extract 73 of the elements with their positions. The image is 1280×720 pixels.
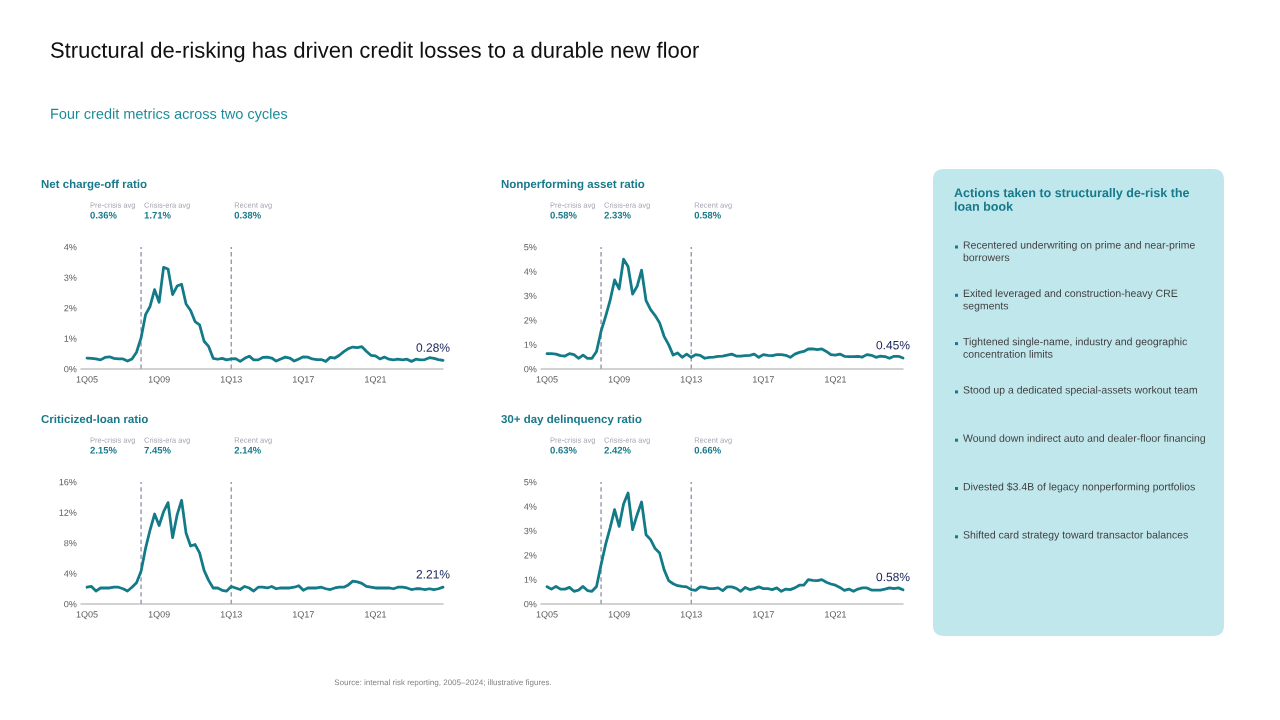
y-tick-label: 3% xyxy=(524,527,537,535)
x-tick-label: 1Q21 xyxy=(365,376,387,385)
source-note: Source: internal risk reporting, 2005–2024; illustrative figures. xyxy=(334,679,551,687)
x-tick-label: 1Q17 xyxy=(753,611,774,620)
x-tick-label: 1Q17 xyxy=(293,611,314,620)
chart-title: Nonperforming asset ratio xyxy=(501,179,645,191)
x-tick-label: 1Q09 xyxy=(608,611,630,620)
x-tick-label: 1Q13 xyxy=(220,376,242,385)
text: Tightened single-name, industry and geographic concentration limits xyxy=(963,337,1188,358)
text: 2.15% xyxy=(90,446,117,454)
text: 7.45% xyxy=(144,446,171,454)
y-tick-label: 5% xyxy=(524,244,537,251)
x-tick-label: 1Q13 xyxy=(220,611,242,620)
y-tick-label: 4% xyxy=(524,268,537,275)
chart-title: 30+ day delinquency ratio xyxy=(501,414,642,426)
text: 0.38% xyxy=(234,211,261,219)
text: Stood up a dedicated special-assets workout team xyxy=(963,385,1197,396)
y-tick-label: 0% xyxy=(64,365,77,373)
y-tick-label: 0% xyxy=(524,365,537,373)
y-tick-label: 2% xyxy=(524,552,537,559)
y-tick-label: 16% xyxy=(59,478,77,486)
x-tick-label: 1Q09 xyxy=(608,376,630,385)
x-tick-label: 1Q05 xyxy=(76,611,98,620)
text: Wound down indirect auto and dealer-floor financing xyxy=(963,434,1205,444)
text: 2.14% xyxy=(234,446,261,454)
y-tick-label: 4% xyxy=(64,244,77,251)
chart-title: Criticized-loan ratio xyxy=(41,414,148,424)
y-tick-label: 3% xyxy=(524,292,537,300)
y-tick-label: 1% xyxy=(524,341,537,348)
y-tick-label: 0% xyxy=(524,600,537,608)
x-tick-label: 1Q05 xyxy=(536,611,558,620)
x-tick-label: 1Q09 xyxy=(148,611,170,620)
y-tick-label: 1% xyxy=(64,335,77,342)
x-tick-label: 1Q17 xyxy=(753,376,774,385)
y-tick-label: 0% xyxy=(64,600,77,608)
text: Shifted card strategy toward transactor balances xyxy=(963,530,1188,541)
text: Actions taken to structurally de-risk the loan book xyxy=(954,188,1190,211)
text: Divested $3.4B of legacy nonperforming portfolios xyxy=(963,482,1195,493)
x-tick-label: 1Q21 xyxy=(825,611,847,620)
x-tick-label: 1Q05 xyxy=(76,376,98,385)
x-tick-label: 1Q21 xyxy=(825,376,847,385)
text: 0.36% xyxy=(90,211,117,219)
text: Structural de-risking has driven credit losses to a durable new floor xyxy=(51,41,699,63)
y-tick-label: 12% xyxy=(59,509,77,516)
x-tick-label: 1Q21 xyxy=(365,611,387,620)
y-tick-label: 1% xyxy=(524,576,537,583)
x-tick-label: 1Q09 xyxy=(148,376,170,385)
text: Recentered underwriting on prime and near-prime borrowers xyxy=(963,241,1195,262)
text: 1.71% xyxy=(144,211,171,219)
x-tick-label: 1Q13 xyxy=(680,376,702,385)
x-tick-label: 1Q17 xyxy=(293,376,314,385)
text: Four credit metrics across two cycles xyxy=(51,108,288,122)
text: 0.63% xyxy=(550,446,577,454)
annotation: 2.21% xyxy=(416,570,450,579)
text: 2.33% xyxy=(604,211,631,219)
annotation: 0.45% xyxy=(876,340,910,350)
chart-title: Net charge-off ratio xyxy=(41,179,147,191)
y-tick-label: 2% xyxy=(64,304,77,312)
text: 0.58% xyxy=(550,211,577,219)
annotation: 0.58% xyxy=(876,572,910,582)
text: Exited leveraged and construction-heavy CRE segments xyxy=(963,289,1178,312)
y-tick-label: 4% xyxy=(64,570,77,577)
x-tick-label: 1Q05 xyxy=(536,376,558,385)
text: 0.58% xyxy=(694,211,721,219)
text: 0.66% xyxy=(694,446,721,454)
y-tick-label: 2% xyxy=(524,317,537,324)
y-tick-label: 4% xyxy=(524,503,537,510)
y-tick-label: 5% xyxy=(524,479,537,486)
y-tick-label: 8% xyxy=(64,539,77,547)
annotation: 0.28% xyxy=(416,343,450,352)
text: 2.42% xyxy=(604,446,631,454)
x-tick-label: 1Q13 xyxy=(680,611,702,620)
y-tick-label: 3% xyxy=(64,274,77,281)
